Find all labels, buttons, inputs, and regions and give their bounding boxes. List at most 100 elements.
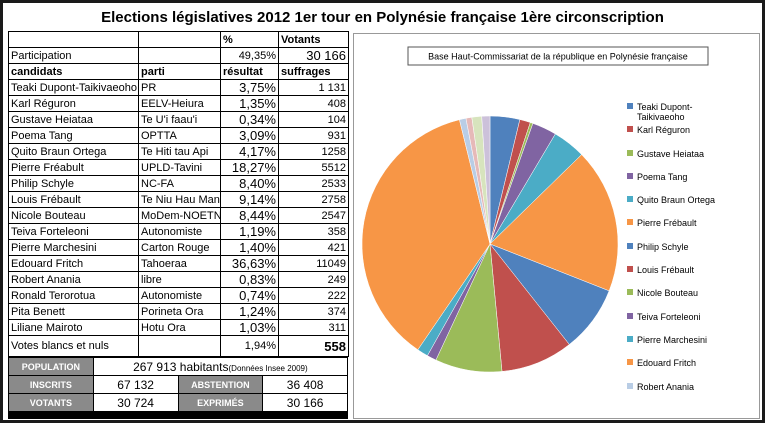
legend-item: Nicole Bouteau — [627, 288, 737, 311]
votes: 5512 — [278, 159, 349, 176]
legend-label: Louis Frébault — [637, 265, 695, 276]
votes: 358 — [278, 223, 349, 240]
summary-label: INSCRITS — [8, 375, 94, 394]
legend-item: Teaki Dupont-Taikivaeoho — [627, 102, 737, 125]
chart: Base Haut-Commissariat de la république … — [361, 46, 709, 373]
summary-value: 67 132 — [92, 375, 179, 394]
votes: 558 — [278, 335, 349, 357]
candidate: Edouard Fritch — [8, 255, 139, 272]
results-table: % Votants Participation 49,35% 30 166 candida… — [8, 31, 349, 357]
legend-label: Pierre Frébault — [637, 218, 697, 229]
table-row: Karl Réguron EELV-Heiura 1,35% 408 — [8, 95, 349, 112]
party: OPTTA — [138, 127, 221, 144]
votes: 2547 — [278, 207, 349, 224]
legend-swatch — [627, 149, 633, 156]
result: 1,40% — [220, 239, 279, 256]
column-header: suffrages — [278, 63, 349, 80]
results-panel: % Votants Participation 49,35% 30 166 candida… — [8, 31, 349, 419]
percent: 1,94% — [220, 335, 279, 357]
candidate: Poema Tang — [8, 127, 139, 144]
title: Elections législatives 2012 1er tour en … — [101, 9, 664, 26]
summary-row: VOTANTS 30 724 EXPRIMÉS 30 166 — [8, 393, 348, 412]
result: 3,09% — [220, 127, 279, 144]
legend-swatch — [627, 242, 633, 249]
party: UPLD-Tavini — [138, 159, 221, 176]
label: Votes blancs et nuls — [8, 335, 139, 357]
candidate: Ronald Terorotua — [8, 287, 139, 304]
votes: 2533 — [278, 175, 349, 192]
party: EELV-Heiura — [138, 95, 221, 112]
column-header: parti — [138, 63, 221, 80]
candidate: Teaki Dupont-Taikivaeoho — [8, 79, 139, 96]
votes: 374 — [278, 303, 349, 320]
empty-cell — [138, 47, 221, 64]
legend-label: Philip Schyle — [637, 241, 689, 252]
population-value: 267 913 habitants — [133, 359, 229, 374]
legend-item: Louis Frébault — [627, 265, 737, 288]
votes: 408 — [278, 95, 349, 112]
legend-swatch — [627, 172, 633, 179]
table-row: Votes blancs et nuls 1,94% 558 — [8, 335, 349, 357]
table-row: Pierre Fréabult UPLD-Tavini 18,27% 5512 — [8, 159, 349, 176]
legend-item: Karl Réguron — [627, 125, 737, 148]
column-header: résultat — [220, 63, 279, 80]
population: 267 913 habitants(Données Insee 2009) — [92, 357, 349, 376]
table-row: Pierre Marchesini Carton Rouge 1,40% 421 — [8, 239, 349, 256]
legend-item: Philip Schyle — [627, 242, 737, 265]
votes: 11049 — [278, 255, 349, 272]
summary-value: 30 724 — [92, 393, 179, 412]
label: Participation — [8, 47, 139, 64]
votes: 104 — [278, 111, 349, 128]
table-row: Louis Frébault Te Niu Hau Mana 9,14% 2758 — [8, 191, 349, 208]
result: 4,17% — [220, 143, 279, 160]
result: 0,34% — [220, 111, 279, 128]
table-row: Teaki Dupont-Taikivaeoho PR 3,75% 1 131 — [8, 79, 349, 96]
party: Te U'i faau'i — [138, 111, 221, 128]
legend-label: Robert Anania — [637, 381, 695, 392]
legend-item: Robert Anania — [627, 382, 737, 405]
result: 0,83% — [220, 271, 279, 288]
party: Porineta Ora — [138, 303, 221, 320]
legend-label: Gustave Heiataa — [637, 148, 705, 159]
population-source: (Données Insee 2009) — [228, 363, 308, 373]
votes: 30 166 — [278, 47, 349, 64]
result: 36,63% — [220, 255, 279, 272]
summary-label: VOTANTS — [8, 393, 94, 412]
legend-swatch — [627, 196, 633, 203]
legend-item: Teiva Forteleoni — [627, 312, 737, 335]
summary-row: INSCRITS 67 132 ABSTENTION 36 408 — [8, 375, 348, 394]
result: 0,74% — [220, 287, 279, 304]
candidate: Robert Anania — [8, 271, 139, 288]
legend-item: Gustave Heiataa — [627, 149, 737, 172]
candidate: Karl Réguron — [8, 95, 139, 112]
header-cell: Votants — [278, 31, 349, 48]
empty-cell — [138, 31, 221, 48]
legend-label: Poema Tang — [637, 171, 688, 182]
candidate: Liliane Mairoto — [8, 319, 139, 336]
votes: 931 — [278, 127, 349, 144]
table-row: candidats parti résultat suffrages — [8, 63, 349, 80]
table-row: Philip Schyle NC-FA 8,40% 2533 — [8, 175, 349, 192]
summary-value: 30 166 — [262, 393, 348, 412]
table-row: Liliane Mairoto Hotu Ora 1,03% 311 — [8, 319, 349, 336]
result: 1,03% — [220, 319, 279, 336]
sheet: Elections législatives 2012 1er tour en … — [3, 3, 762, 420]
summary-row: POPULATION 267 913 habitants(Données Inse… — [8, 357, 349, 376]
result: 18,27% — [220, 159, 279, 176]
legend-swatch — [627, 312, 633, 319]
candidate: Quito Braun Ortega — [8, 143, 139, 160]
party: MoDem-NOETN — [138, 207, 221, 224]
chart-title: Base Haut-Commissariat de la république … — [428, 51, 688, 61]
table-row: Nicole Bouteau MoDem-NOETN 8,44% 2547 — [8, 207, 349, 224]
chart-title-box — [407, 46, 709, 66]
result: 1,35% — [220, 95, 279, 112]
table-row: Poema Tang OPTTA 3,09% 931 — [8, 127, 349, 144]
result: 1,19% — [220, 223, 279, 240]
candidate: Louis Frébault — [8, 191, 139, 208]
table-row: Robert Anania libre 0,83% 249 — [8, 271, 349, 288]
legend-label: Pierre Marchesini — [637, 334, 708, 345]
legend-item: Pierre Frébault — [627, 218, 737, 241]
table-row: Gustave Heiataa Te U'i faau'i 0,34% 104 — [8, 111, 349, 128]
pie-slice — [489, 154, 619, 292]
legend-item: Poema Tang — [627, 172, 737, 195]
